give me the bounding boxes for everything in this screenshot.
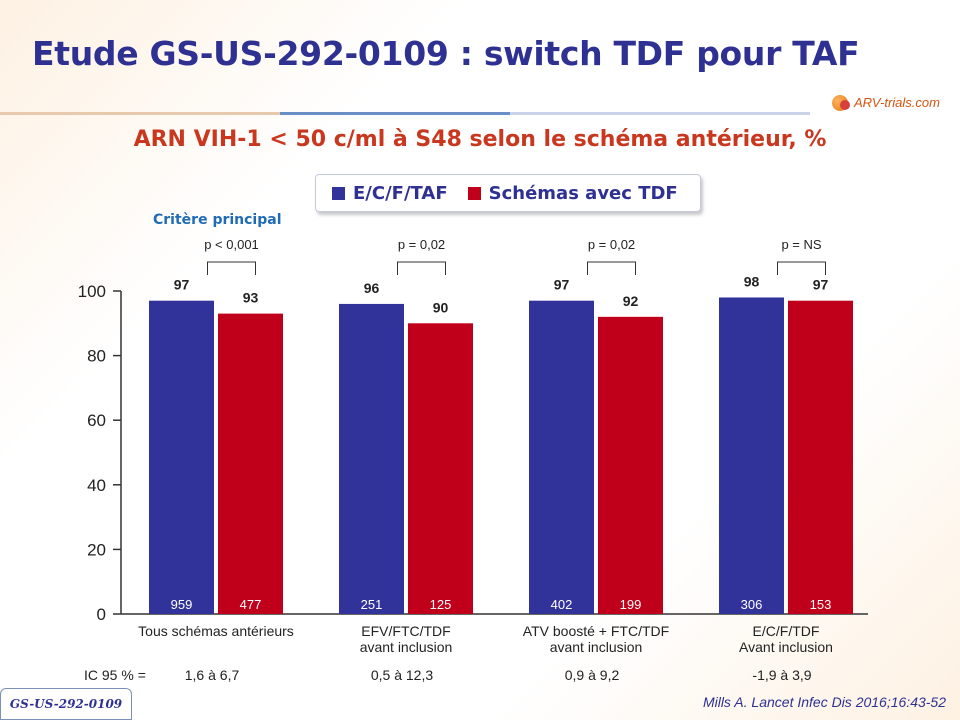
data-label: 98 (744, 273, 760, 289)
bar-series-2 (598, 316, 663, 614)
chart-title: ARN VIH-1 < 50 c/ml à S48 selon le schém… (133, 127, 827, 152)
significance-bracket (777, 261, 826, 275)
data-label: 96 (364, 280, 380, 296)
study-badge: GS-US-292-0109 (0, 688, 132, 720)
legend-swatch-series-2 (467, 186, 481, 200)
ci-value: -1,9 à 3,9 (752, 667, 811, 683)
chart-legend: E/C/F/TAF Schémas avec TDF (315, 174, 701, 212)
title-divider-segment (510, 112, 810, 115)
sample-size-label: 306 (741, 597, 763, 612)
data-label: 93 (243, 290, 259, 306)
data-label: 97 (813, 277, 829, 293)
sample-size-label: 125 (430, 597, 452, 612)
title-divider-segment (0, 112, 280, 115)
arv-trials-logo: ARV-trials.com (832, 92, 950, 114)
ci-row-label: IC 95 % = (84, 667, 146, 683)
data-label: 97 (174, 277, 190, 293)
y-tick-label: 60 (87, 411, 106, 430)
ci-value: 0,9 à 9,2 (565, 667, 620, 683)
sample-size-label: 251 (361, 597, 383, 612)
sample-size-label: 402 (551, 597, 573, 612)
p-value-label: p < 0,001 (204, 237, 259, 252)
x-category-label: avant inclusion (360, 639, 453, 655)
sample-size-label: 199 (620, 597, 642, 612)
bar-series-1 (149, 300, 214, 614)
significance-bracket (397, 261, 446, 275)
data-label: 97 (554, 277, 570, 293)
y-tick-label: 0 (97, 605, 106, 624)
y-tick-label: 80 (87, 347, 106, 366)
legend-label-series-2: Schémas avec TDF (488, 182, 678, 204)
significance-bracket (207, 261, 256, 275)
p-value-label: p = 0,02 (398, 237, 445, 252)
logo-text: ARV-trials.com (854, 95, 940, 110)
reference-citation: Mills A. Lancet Infec Dis 2016;16:43-52 (702, 694, 946, 710)
bar-series-1 (339, 303, 404, 614)
data-label: 92 (623, 293, 639, 309)
title-divider-segment (280, 112, 510, 115)
p-value-label: p = NS (781, 237, 821, 252)
slide-title: Etude GS-US-292-0109 : switch TDF pour T… (32, 34, 860, 73)
sample-size-label: 477 (240, 597, 262, 612)
ci-value: 0,5 à 12,3 (371, 667, 433, 683)
x-category-label: Avant inclusion (739, 639, 833, 655)
x-category-label: EFV/FTC/TDF (361, 623, 450, 639)
data-label: 90 (433, 299, 449, 315)
study-badge-text: GS-US-292-0109 (9, 697, 123, 711)
y-tick-label: 100 (78, 282, 106, 301)
x-category-label: ATV boosté + FTC/TDF (523, 623, 669, 639)
y-tick-label: 40 (87, 476, 106, 495)
x-category-label: avant inclusion (550, 639, 643, 655)
legend-item-series-2: Schémas avec TDF (467, 182, 678, 204)
legend-item-series-1: E/C/F/TAF (332, 183, 448, 204)
legend-label-series-1: E/C/F/TAF (353, 182, 448, 204)
x-category-label: Tous schémas antérieurs (138, 623, 294, 639)
primary-endpoint-note: Critère principal (153, 212, 282, 228)
p-value-label: p = 0,02 (588, 237, 635, 252)
significance-bracket (587, 261, 636, 275)
bar-series-2 (218, 313, 283, 614)
bar-series-1 (529, 300, 594, 614)
x-category-label: E/C/F/TDF (753, 623, 820, 639)
ci-value: 1,6 à 6,7 (185, 667, 240, 683)
bar-series-2 (788, 300, 853, 614)
bar-series-2 (408, 323, 473, 614)
sample-size-label: 959 (171, 597, 193, 612)
sample-size-label: 153 (810, 597, 832, 612)
y-tick-label: 20 (87, 540, 106, 559)
legend-swatch-series-1 (332, 186, 345, 200)
bar-series-1 (719, 297, 784, 614)
logo-mark-icon (840, 100, 850, 110)
